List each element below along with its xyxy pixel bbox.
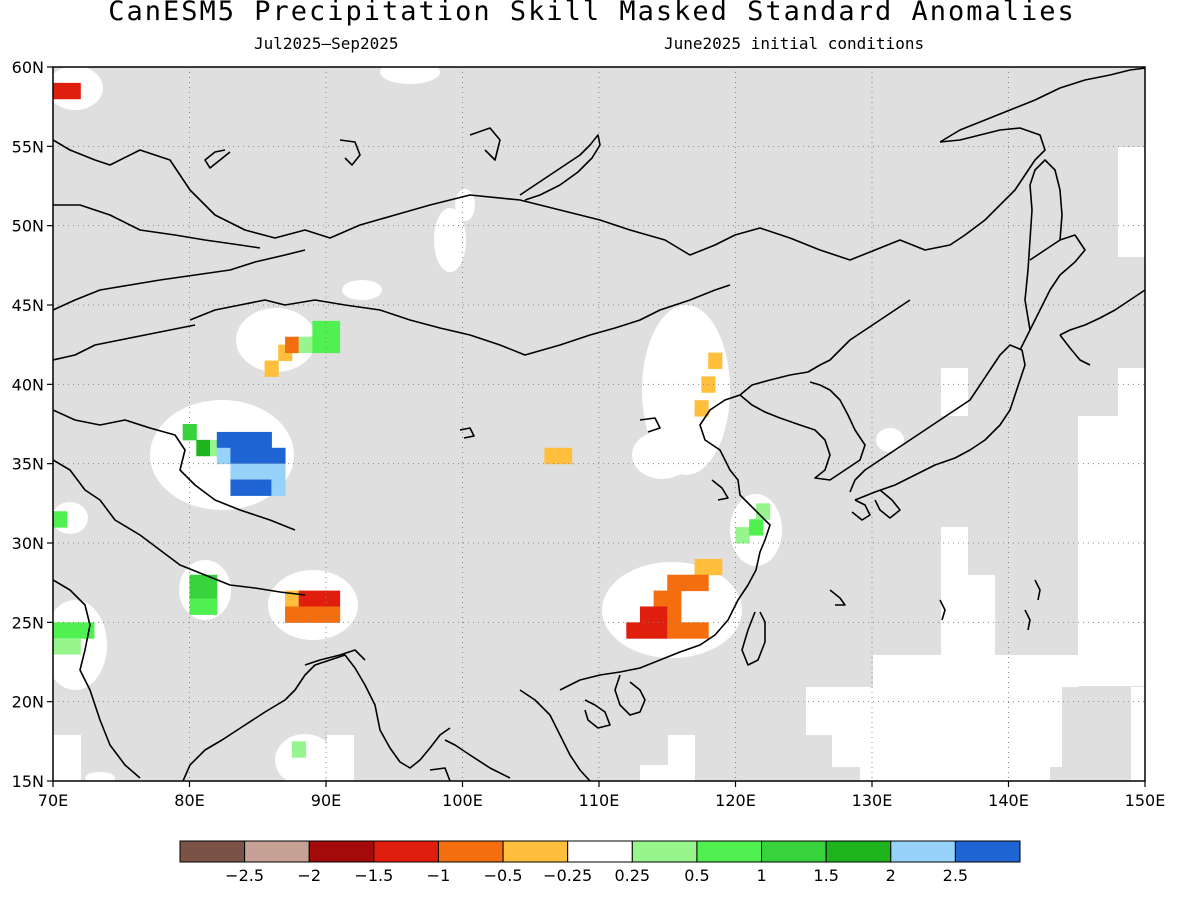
anomaly-cell [216, 431, 272, 449]
anomaly-cell [298, 590, 341, 607]
coastlines [53, 67, 1145, 781]
anomaly-cell [544, 447, 573, 465]
anomaly-cell [53, 82, 81, 100]
y-tick-label: 45N [12, 296, 44, 315]
anomaly-cell [271, 479, 286, 496]
colorbar-swatch [502, 840, 569, 863]
x-tick-label: 70E [38, 791, 68, 810]
colorbar [179, 840, 1021, 863]
anomaly-cell [285, 590, 300, 607]
colorbar-swatch [179, 840, 246, 863]
colorbar-label: 0.25 [614, 866, 650, 885]
x-tick-label: 140E [988, 791, 1029, 810]
anomaly-cell [53, 622, 95, 639]
colorbar-swatch [954, 840, 1021, 863]
anomaly-cell [291, 741, 307, 758]
anomaly-cell [667, 622, 709, 639]
y-tick-label: 55N [12, 137, 44, 156]
anomaly-cell [735, 527, 750, 544]
colorbar-swatch [244, 840, 310, 863]
anomaly-cell [626, 622, 668, 639]
y-tick-label: 20N [12, 693, 44, 712]
colorbar-swatch [696, 840, 763, 863]
x-tick-label: 90E [311, 791, 341, 810]
anomaly-cell [230, 463, 286, 481]
anomaly-cell [749, 519, 764, 536]
x-tick-label: 150E [1125, 791, 1166, 810]
anomaly-cell [257, 479, 272, 496]
anomaly-cell [196, 439, 211, 457]
x-tick-label: 130E [852, 791, 893, 810]
colorbar-label: −0.25 [543, 866, 592, 885]
map-title: CanESM5 Precipitation Skill Masked Stand… [108, 0, 1076, 27]
anomaly-cell [298, 336, 313, 354]
colorbar-label: −2.5 [225, 866, 264, 885]
y-tick-label: 60N [12, 58, 44, 77]
y-tick-label: 25N [12, 613, 44, 632]
anomaly-cell [694, 400, 709, 417]
initial-conditions-label: June2025 initial conditions [664, 34, 925, 53]
forecast-period: Jul2025–Sep2025 [254, 34, 399, 53]
anomaly-cell [285, 336, 300, 354]
colorbar-swatch [825, 840, 892, 863]
colorbar-swatch [890, 840, 956, 863]
anomaly-cell [694, 558, 723, 576]
anomaly-cell [216, 447, 231, 465]
colorbar-label: −1 [427, 866, 451, 885]
colorbar-label: 2 [886, 866, 896, 885]
colorbar-label: 1 [756, 866, 766, 885]
y-tick-label: 15N [12, 772, 44, 791]
colorbar-label: 0.5 [684, 866, 709, 885]
anomaly-cell [667, 574, 709, 592]
colorbar-swatch [631, 840, 698, 863]
y-tick-label: 40N [12, 375, 44, 394]
anomaly-cell [230, 447, 286, 465]
colorbar-label: 2.5 [943, 866, 968, 885]
colorbar-swatch [437, 840, 504, 863]
colorbar-label: −2 [297, 866, 321, 885]
y-tick-label: 50N [12, 217, 44, 236]
anomaly-cell [285, 606, 341, 623]
anomaly-cell [53, 511, 68, 528]
anomaly-cell [312, 320, 341, 354]
y-tick-label: 35N [12, 455, 44, 474]
colorbar-swatch [567, 840, 633, 863]
x-tick-label: 120E [715, 791, 756, 810]
y-tick-label: 30N [12, 534, 44, 553]
x-tick-label: 100E [442, 791, 483, 810]
colorbar-swatch [308, 840, 375, 863]
anomaly-cell [189, 574, 218, 592]
anomaly-cell [667, 606, 682, 623]
colorbar-label: −1.5 [354, 866, 393, 885]
anomaly-cells [53, 82, 771, 758]
x-tick-label: 110E [579, 791, 620, 810]
anomaly-cell [53, 638, 81, 655]
colorbar-label: −0.5 [484, 866, 523, 885]
anomaly-cell [708, 352, 723, 369]
x-tick-label: 80E [174, 791, 204, 810]
colorbar-swatch [761, 840, 827, 863]
anomaly-cell [639, 606, 668, 623]
anomaly-cell [264, 360, 279, 377]
colorbar-labels: −2.5 −2 −1.5 −1 −0.5 −0.25 0.25 0.5 1 1.5 2 2.5 [225, 866, 968, 885]
anomaly-cell [653, 590, 682, 607]
anomaly-cell [230, 479, 259, 496]
longitude-axis: 70E 80E 90E 100E 110E 120E 130E 140E 150E [38, 781, 1166, 810]
colorbar-swatch [373, 840, 439, 863]
colorbar-label: 1.5 [813, 866, 838, 885]
latitude-axis: 15N 20N 25N 30N 35N 40N 45N 50N 55N 60N [12, 58, 53, 791]
anomaly-cell [189, 598, 218, 615]
